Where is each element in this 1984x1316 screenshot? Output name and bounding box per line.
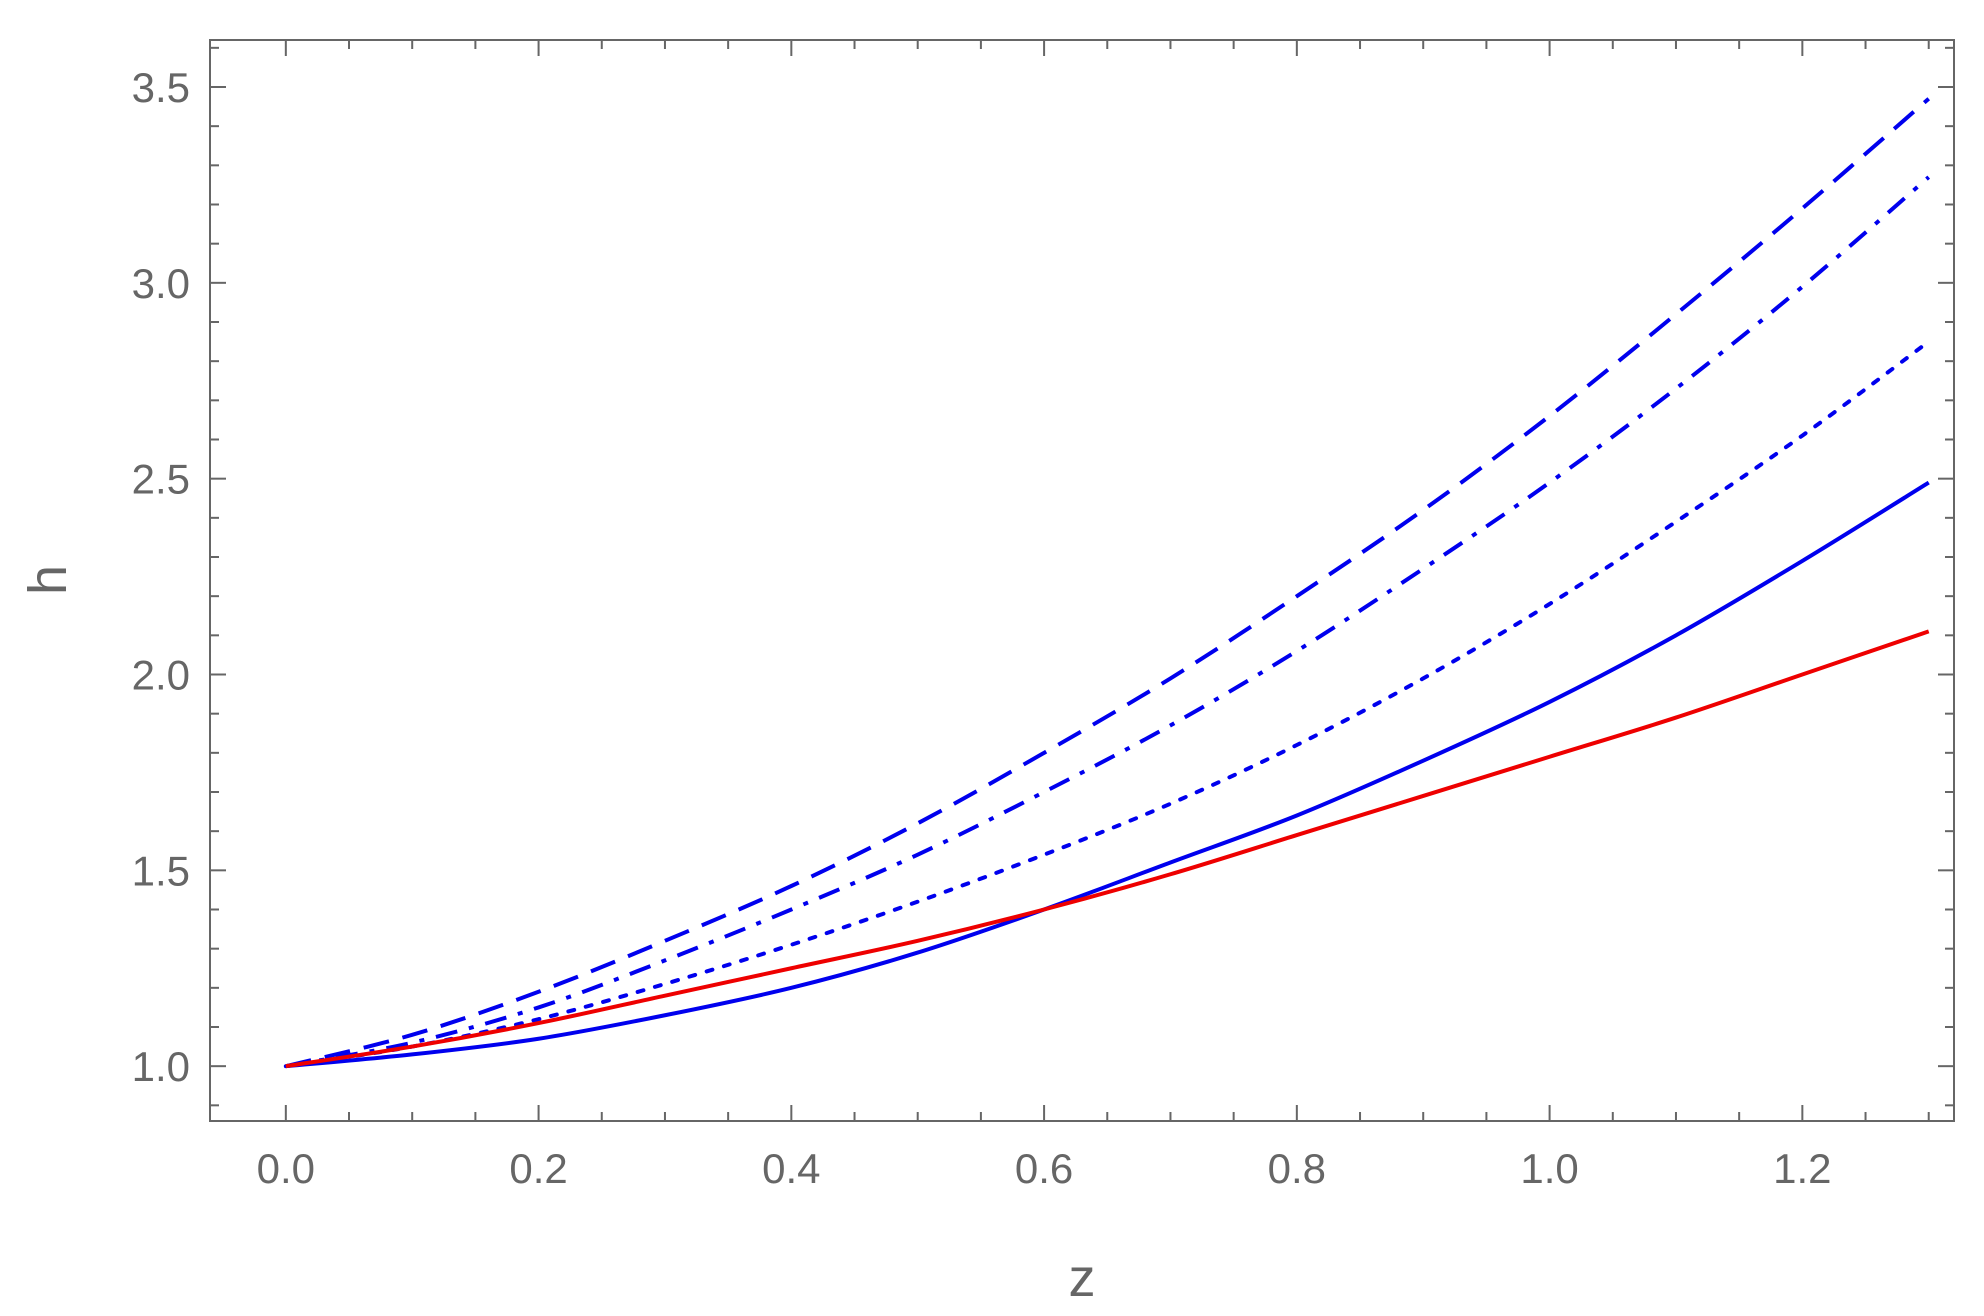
y-axis-label: h [18,565,78,595]
y-tick-label: 3.5 [132,64,190,111]
y-tick-label: 1.5 [132,847,190,894]
y-tick-label: 2.0 [132,652,190,699]
x-tick-label: 0.4 [762,1145,820,1192]
x-tick-label: 0.2 [509,1145,567,1192]
x-axis-label: z [1069,1248,1096,1308]
y-tick-label: 1.0 [132,1043,190,1090]
y-tick-label: 2.5 [132,456,190,503]
y-tick-label: 3.0 [132,260,190,307]
plot-frame [209,39,1955,1122]
tick-labels: 0.0 0.2 0.4 0.6 0.8 1.0 1.2 1.0 1.5 2.0 2.5 3.0 3.5 [132,64,1832,1192]
axis-ticks [210,40,1954,1121]
series-line-1 [285,97,1931,1069]
x-tick-label: 1.2 [1773,1145,1831,1192]
x-tick-label: 0.8 [1268,1145,1326,1192]
x-tick-label: 1.0 [1520,1145,1578,1192]
series-layer [283,97,1931,1069]
x-tick-label: 0.0 [257,1145,315,1192]
series-line-5 [285,629,1930,1069]
series-line-3 [283,339,1931,1069]
series-line-4 [285,480,1930,1069]
x-tick-label: 0.6 [1015,1145,1073,1192]
